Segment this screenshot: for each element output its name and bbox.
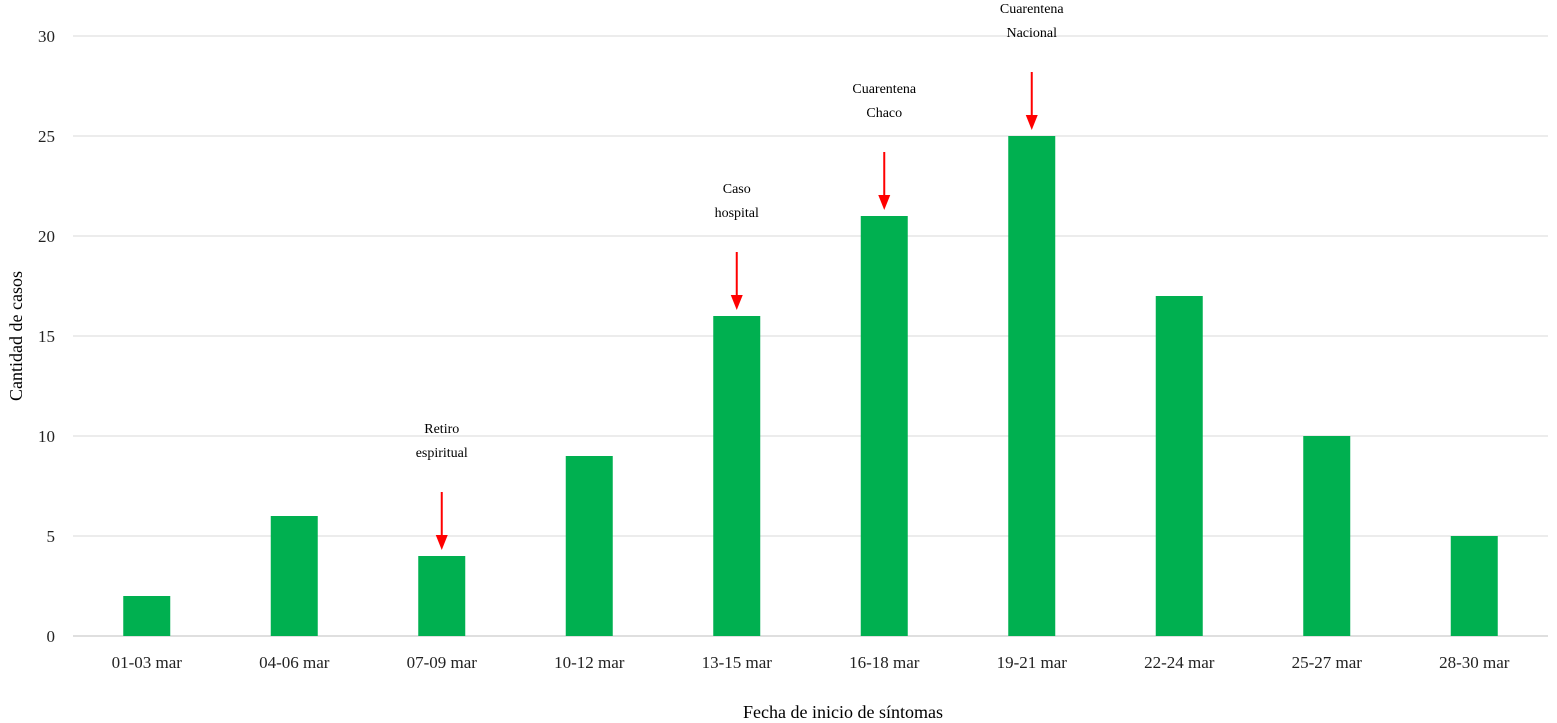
gridlines — [73, 35, 1548, 637]
x-tick-label: 07-09 mar — [407, 653, 478, 672]
bars — [123, 136, 1498, 636]
bar — [565, 456, 613, 636]
arrow-head — [1025, 115, 1038, 130]
arrow-head — [878, 195, 891, 210]
y-tick-label: 20 — [38, 227, 55, 246]
annotation-label: Cuarentena — [1000, 2, 1065, 17]
y-tick-label: 0 — [47, 627, 56, 646]
annotations: Retiro espiritual Caso hospital Cuarentena Ch… — [416, 2, 1065, 550]
bar — [1303, 436, 1351, 636]
bar — [123, 596, 171, 636]
annotation-label: Nacional — [1006, 26, 1057, 41]
annotation-label: Cuarentena — [852, 82, 917, 97]
bar — [418, 556, 466, 636]
x-tick-label: 04-06 mar — [259, 653, 330, 672]
x-tick-label: 25-27 mar — [1292, 653, 1363, 672]
x-tick-label: 22-24 mar — [1144, 653, 1215, 672]
x-tick-label: 10-12 mar — [554, 653, 625, 672]
y-tick-label: 5 — [47, 527, 56, 546]
y-tick-label: 25 — [38, 127, 55, 146]
annotation-label: espiritual — [416, 446, 468, 461]
x-tick-label: 13-15 mar — [702, 653, 773, 672]
y-tick-label: 30 — [38, 27, 55, 46]
annotation-label: Caso — [723, 182, 751, 197]
annotation-label: hospital — [715, 206, 759, 221]
annotation-label: Retiro — [424, 422, 459, 437]
x-tick-label: 28-30 mar — [1439, 653, 1510, 672]
x-tick-label: 01-03 mar — [112, 653, 183, 672]
annotation: Retiro espiritual — [416, 422, 468, 550]
x-tick-label: 16-18 mar — [849, 653, 920, 672]
bar — [1155, 296, 1203, 636]
annotation: Caso hospital — [715, 182, 759, 310]
x-axis-ticks: 01-03 mar 04-06 mar 07-09 mar 10-12 mar 13-1… — [112, 653, 1510, 672]
y-axis-ticks: 0 5 10 15 20 25 30 — [38, 27, 55, 646]
arrow-head — [730, 295, 743, 310]
annotation: Cuarentena Nacional — [1000, 2, 1065, 130]
bar — [270, 516, 318, 636]
annotation-label: Chaco — [866, 106, 902, 121]
bar — [713, 316, 761, 636]
y-tick-label: 15 — [38, 327, 55, 346]
arrow-head — [435, 535, 448, 550]
x-axis-title: Fecha de inicio de síntomas — [743, 702, 943, 722]
x-tick-label: 19-21 mar — [997, 653, 1068, 672]
y-tick-label: 10 — [38, 427, 55, 446]
bar — [1450, 536, 1498, 636]
annotation: Cuarentena Chaco — [852, 82, 917, 210]
y-axis-title: Cantidad de casos — [6, 271, 26, 401]
bar — [1008, 136, 1056, 636]
bar — [860, 216, 908, 636]
